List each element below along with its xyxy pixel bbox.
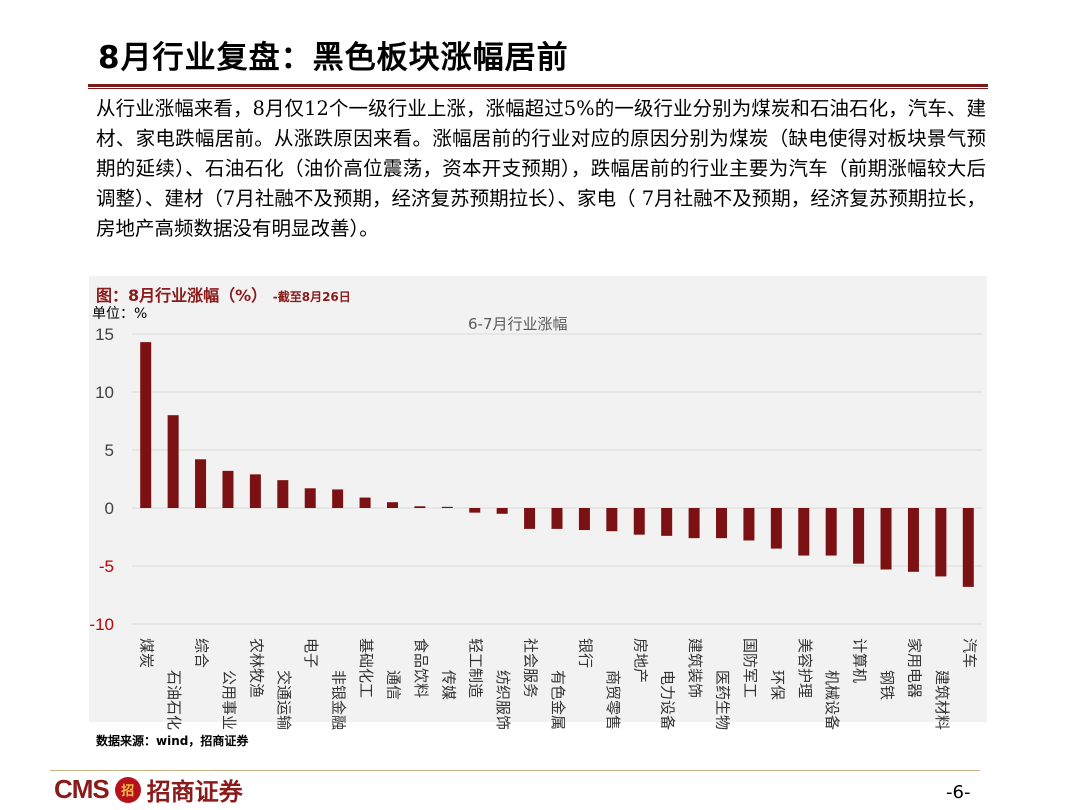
- data-source: 数据来源：wind，招商证券: [96, 734, 249, 748]
- page-number: -6-: [946, 782, 971, 803]
- x-tick-label: 综合: [193, 638, 211, 668]
- y-tick-label: -10: [89, 615, 114, 634]
- chart-background: [89, 276, 987, 722]
- x-tick-label: 公用事业: [220, 670, 238, 730]
- x-tick-label: 通信: [384, 670, 402, 700]
- bar: [332, 489, 344, 508]
- logo-company-name: 招商证券: [146, 777, 243, 806]
- y-tick-label: 0: [105, 499, 114, 518]
- x-tick-label: 计算机: [851, 638, 869, 683]
- bar: [496, 508, 508, 514]
- unit-label: 单位：%: [92, 306, 148, 322]
- footer-rule: [50, 770, 980, 771]
- x-tick-label: 社会服务: [522, 638, 540, 698]
- x-tick-label: 银行: [576, 638, 594, 668]
- x-tick-label: 国防军工: [741, 638, 759, 698]
- bar: [524, 508, 536, 529]
- title-rule: [88, 84, 988, 87]
- bar: [743, 508, 755, 541]
- bar: [770, 508, 782, 549]
- bar: [304, 488, 316, 508]
- x-tick-label: 家用电器: [905, 638, 923, 698]
- x-tick-label: 建筑材料: [933, 670, 951, 730]
- bar: [880, 508, 892, 570]
- x-tick-label: 电子: [302, 638, 320, 668]
- x-tick-label: 美容护理: [796, 638, 814, 698]
- x-tick-label: 农林牧渔: [247, 638, 265, 698]
- x-tick-label: 建筑装饰: [686, 638, 704, 698]
- bar: [441, 506, 453, 508]
- bar: [277, 480, 289, 508]
- slide-title: 8月行业复盘：黑色板块涨幅居前: [98, 40, 569, 76]
- bar: [222, 470, 234, 508]
- summary-paragraph: 从行业涨幅来看，8月仅12个一级行业上涨，涨幅超过5%的一级行业分别为煤炭和石油…: [96, 97, 986, 240]
- chart-title: 6-7月行业涨幅: [468, 315, 568, 333]
- bar: [825, 508, 837, 556]
- y-tick-label: 5: [105, 441, 114, 460]
- x-tick-label: 轻工制造: [467, 638, 485, 698]
- logo-text: CMS: [54, 774, 110, 804]
- bar: [414, 506, 426, 508]
- bar: [853, 508, 865, 564]
- x-tick-label: 传媒: [439, 670, 457, 700]
- cms-logo: CMS 招 招商证券: [54, 772, 243, 807]
- x-tick-label: 非银金融: [330, 670, 348, 730]
- x-tick-label: 电力设备: [659, 670, 677, 730]
- x-tick-label: 纺织服饰: [494, 670, 512, 730]
- bar: [962, 508, 974, 587]
- y-tick-label: -5: [99, 557, 114, 576]
- x-tick-label: 汽车: [960, 638, 978, 668]
- bar: [633, 508, 645, 535]
- x-tick-label: 机械设备: [823, 670, 841, 730]
- figure-title: 图：8月行业涨幅（%） -截至8月26日: [96, 282, 351, 306]
- x-tick-label: 煤炭: [138, 638, 156, 668]
- x-tick-label: 基础化工: [357, 638, 375, 698]
- bar: [140, 342, 152, 508]
- x-tick-label: 房地产: [631, 638, 649, 683]
- x-tick-label: 交通运输: [275, 670, 293, 730]
- y-tick-label: 15: [95, 325, 114, 344]
- bar: [578, 508, 590, 531]
- logo-mark-icon: 招: [114, 776, 141, 803]
- x-tick-label: 商贸零售: [604, 670, 622, 730]
- figure-title-main: 图：8月行业涨幅（%）: [96, 286, 268, 305]
- bar: [249, 474, 261, 508]
- x-tick-label: 钢铁: [878, 670, 896, 700]
- bar: [469, 508, 481, 513]
- bar: [907, 508, 919, 572]
- bar: [716, 508, 728, 539]
- bar: [935, 508, 947, 577]
- bar: [386, 502, 398, 508]
- figure-subtitle: -截至8月26日: [272, 290, 351, 304]
- y-tick-label: 10: [95, 383, 114, 402]
- bar: [661, 508, 673, 536]
- title-rule-thin: [88, 88, 988, 89]
- x-tick-label: 有色金属: [549, 670, 567, 730]
- x-tick-label: 石油石化: [165, 670, 183, 730]
- bar: [798, 508, 810, 556]
- x-tick-label: 食品饮料: [412, 638, 430, 698]
- x-tick-label: 环保: [768, 670, 786, 700]
- x-tick-label: 医药生物: [714, 670, 732, 730]
- bar: [359, 497, 371, 508]
- bar: [167, 415, 179, 508]
- bar: [195, 459, 207, 508]
- bar: [551, 508, 563, 529]
- bar: [606, 508, 618, 532]
- bar: [688, 508, 700, 539]
